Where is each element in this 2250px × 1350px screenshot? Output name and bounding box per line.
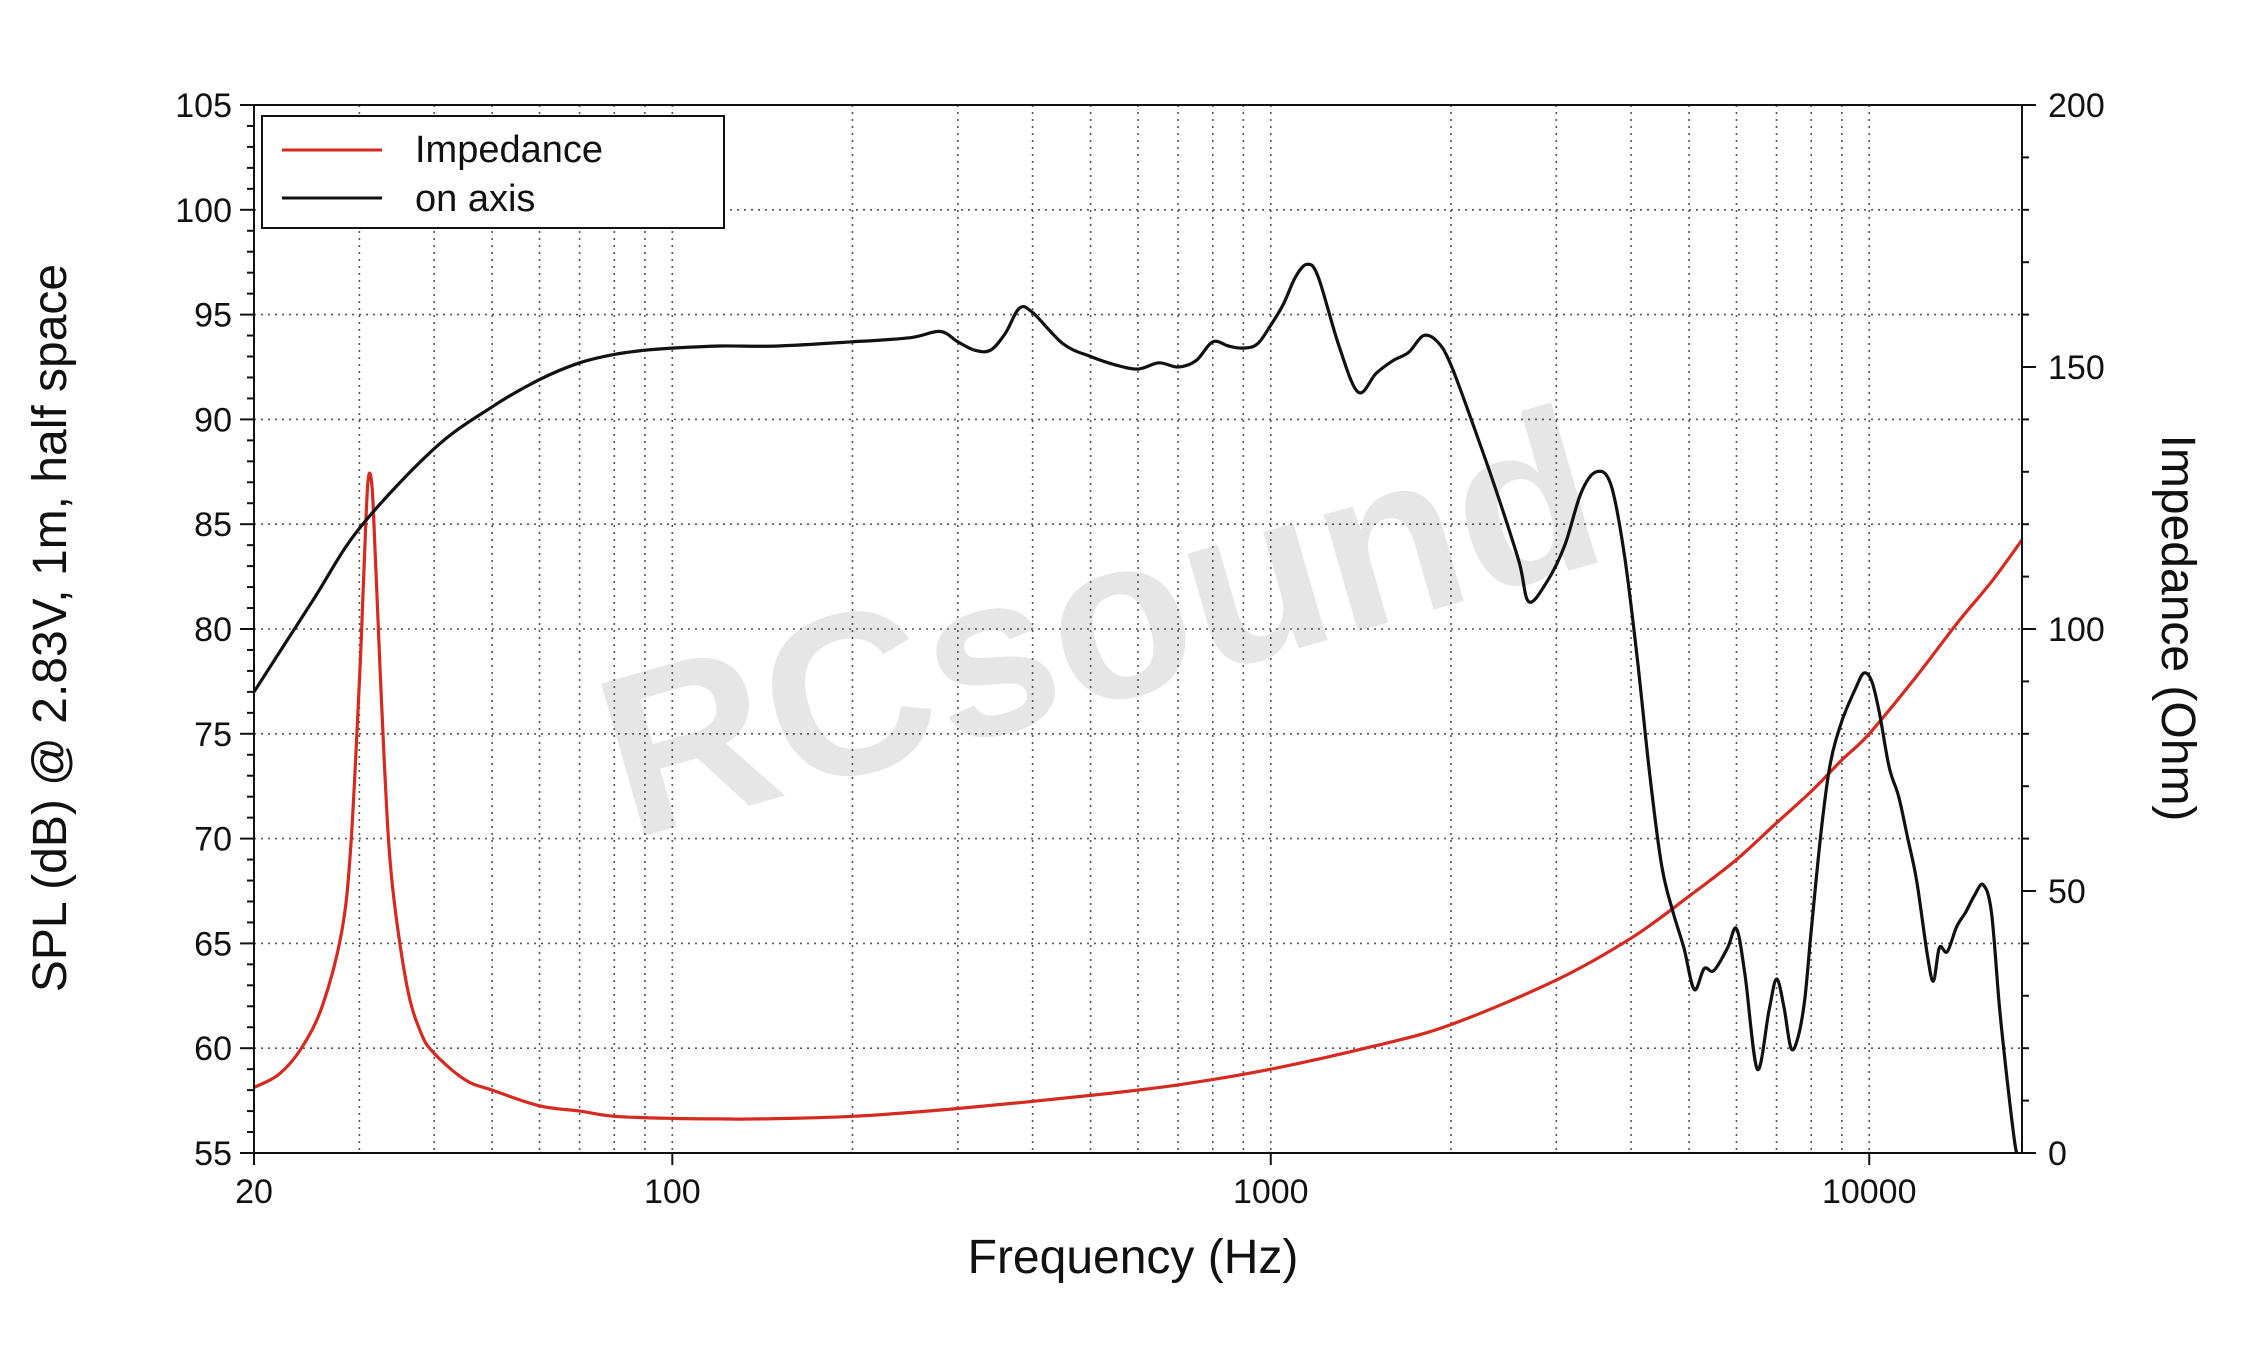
y-left-tick-label: 105 <box>175 87 232 125</box>
y-left-tick-label: 100 <box>175 192 232 230</box>
y-left-tick-label: 55 <box>194 1135 232 1173</box>
watermark-logo: RCsound <box>573 358 1626 887</box>
axis-ticks <box>240 104 2036 1165</box>
legend-label-impedance: Impedance <box>415 129 603 171</box>
y-axis-right-title: Impedance (Ohm) <box>2151 435 2204 822</box>
y-left-tick-label: 95 <box>194 297 232 335</box>
y-axis-left-title: SPL (dB) @ 2.83V, 1m, half space <box>24 264 77 992</box>
y-left-tick-label: 75 <box>194 716 232 754</box>
x-axis-title: Frequency (Hz) <box>968 1231 1299 1284</box>
y-left-tick-label: 85 <box>194 506 232 544</box>
legend-box <box>261 115 725 229</box>
x-tick-label: 10000 <box>1822 1173 1917 1211</box>
y-left-tick-label: 60 <box>194 1030 232 1068</box>
plot-curves <box>254 262 2022 1153</box>
legend-label-on-axis: on axis <box>415 178 535 220</box>
y-right-tick-label: 100 <box>2048 611 2105 649</box>
y-left-tick-label: 80 <box>194 611 232 649</box>
series-line-impedance <box>254 471 2022 1121</box>
plot-grid <box>254 105 2022 1153</box>
y-left-tick-label: 90 <box>194 401 232 439</box>
axis-tick-labels: 55 60 65 70 75 80 85 90 95 100 105 0 50 100 150 200 20 10… <box>175 87 2104 1211</box>
y-right-tick-label: 200 <box>2048 87 2105 125</box>
y-right-tick-label: 0 <box>2048 1135 2067 1173</box>
y-right-tick-label: 50 <box>2048 873 2086 911</box>
y-right-tick-label: 150 <box>2048 349 2105 387</box>
series-line-on-axis <box>254 262 2019 1153</box>
x-tick-label: 100 <box>644 1173 701 1211</box>
legend: Impedance on axis <box>261 115 725 229</box>
x-tick-label: 20 <box>235 1173 273 1211</box>
y-left-tick-label: 65 <box>194 925 232 963</box>
x-tick-label: 1000 <box>1233 1173 1309 1211</box>
y-left-tick-label: 70 <box>194 821 232 859</box>
